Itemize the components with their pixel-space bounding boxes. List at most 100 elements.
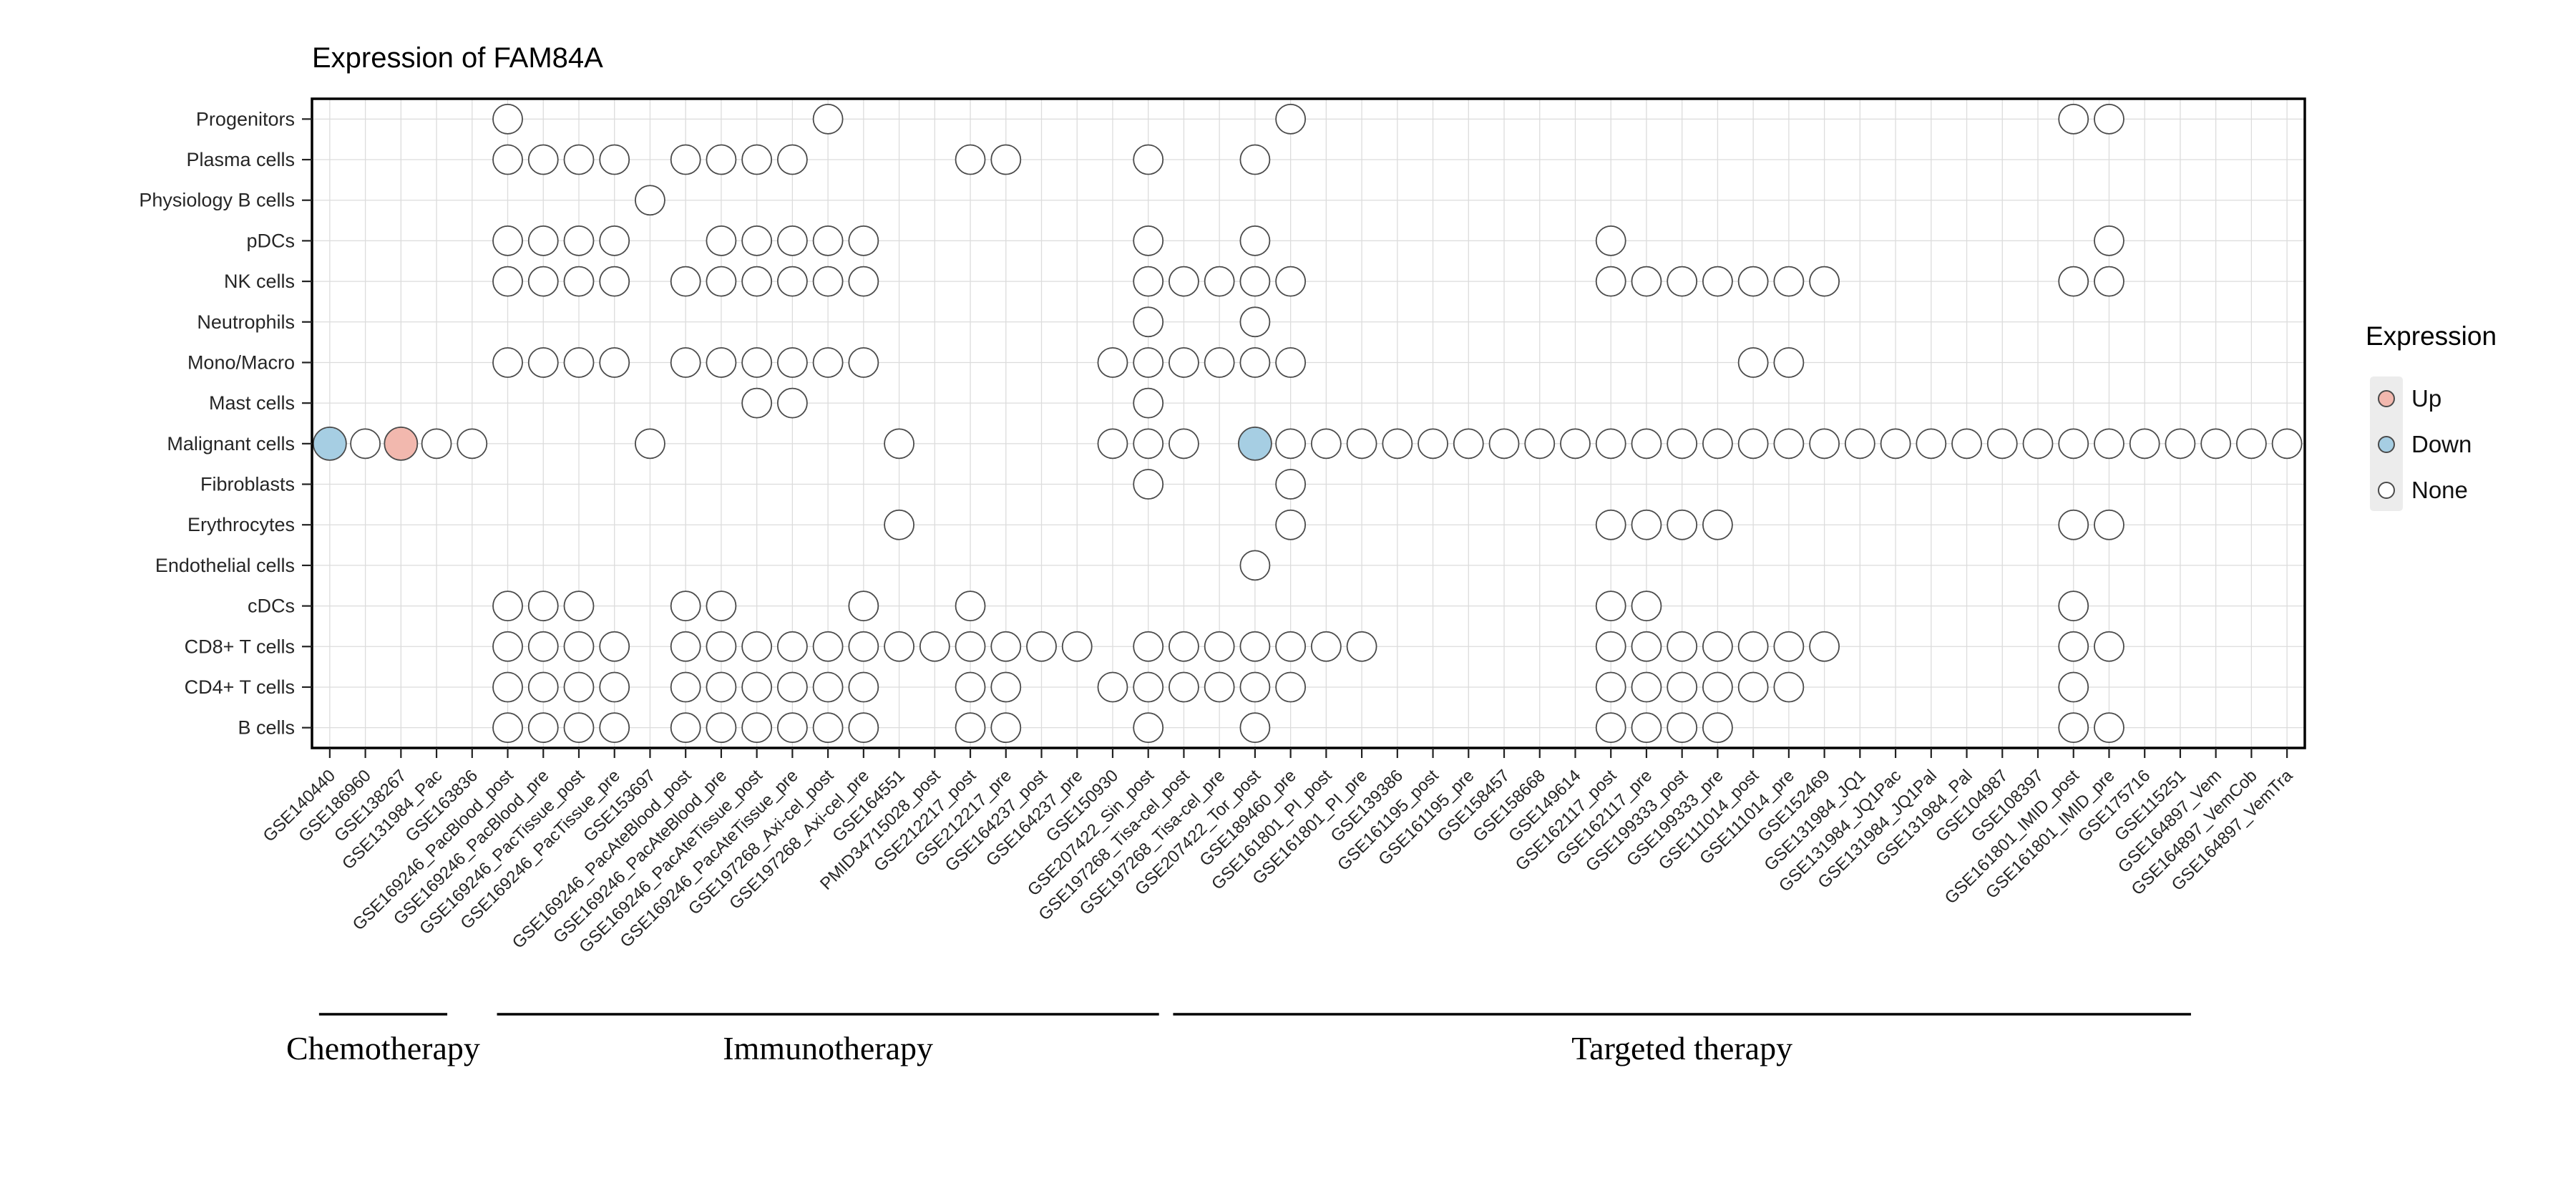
dot-none[interactable] — [1737, 428, 1769, 460]
dot-none[interactable] — [1524, 428, 1556, 460]
dot-none[interactable] — [527, 225, 559, 256]
dot-none[interactable] — [884, 509, 914, 540]
dot-none[interactable] — [1880, 428, 1911, 460]
dot-none[interactable] — [563, 347, 595, 378]
dot-none[interactable] — [527, 144, 559, 175]
dot-none[interactable] — [1809, 266, 1840, 297]
dot-none[interactable] — [990, 712, 1022, 744]
dot-none[interactable] — [1631, 631, 1662, 662]
dot-none[interactable] — [1275, 266, 1307, 297]
dot-none[interactable] — [1275, 631, 1307, 662]
dot-none[interactable] — [492, 671, 523, 703]
dot-none[interactable] — [706, 347, 737, 378]
dot-none[interactable] — [812, 712, 844, 744]
dot-none[interactable] — [1133, 266, 1164, 297]
dot-none[interactable] — [1702, 509, 1733, 540]
dot-none[interactable] — [1631, 671, 1662, 703]
dot-none[interactable] — [599, 144, 630, 175]
dot-none[interactable] — [1097, 428, 1128, 460]
dot-none[interactable] — [1631, 712, 1662, 744]
dot-none[interactable] — [1026, 631, 1057, 662]
dot-none[interactable] — [1133, 144, 1164, 175]
dot-none[interactable] — [741, 347, 773, 378]
dot-none[interactable] — [1133, 712, 1164, 744]
dot-down[interactable] — [312, 426, 347, 461]
dot-none[interactable] — [670, 671, 701, 703]
dot-none[interactable] — [1239, 671, 1271, 703]
dot-none[interactable] — [1809, 428, 1840, 460]
dot-none[interactable] — [563, 225, 595, 256]
dot-none[interactable] — [1737, 266, 1769, 297]
dot-none[interactable] — [1773, 266, 1805, 297]
dot-none[interactable] — [1097, 347, 1128, 378]
dot-none[interactable] — [955, 144, 986, 175]
dot-none[interactable] — [1631, 590, 1662, 621]
dot-none[interactable] — [1310, 631, 1342, 662]
dot-none[interactable] — [1204, 266, 1235, 297]
dot-none[interactable] — [1773, 671, 1805, 703]
dot-none[interactable] — [670, 590, 701, 621]
dot-none[interactable] — [812, 266, 844, 297]
dot-none[interactable] — [990, 631, 1022, 662]
dot-none[interactable] — [1667, 266, 1698, 297]
dot-none[interactable] — [1382, 428, 1413, 460]
dot-none[interactable] — [955, 712, 986, 744]
dot-none[interactable] — [670, 631, 701, 662]
dot-none[interactable] — [1239, 144, 1271, 175]
dot-none[interactable] — [2094, 631, 2124, 662]
dot-none[interactable] — [1631, 428, 1662, 460]
dot-none[interactable] — [1702, 266, 1733, 297]
dot-none[interactable] — [1169, 428, 1199, 460]
dot-none[interactable] — [1631, 509, 1662, 540]
dot-none[interactable] — [776, 144, 808, 175]
dot-none[interactable] — [1239, 347, 1271, 378]
dot-none[interactable] — [563, 671, 595, 703]
dot-none[interactable] — [848, 590, 879, 621]
dot-none[interactable] — [1773, 428, 1805, 460]
dot-none[interactable] — [1133, 428, 1164, 460]
dot-none[interactable] — [1773, 347, 1805, 378]
dot-none[interactable] — [492, 266, 523, 297]
dot-none[interactable] — [2058, 266, 2089, 297]
dot-none[interactable] — [848, 671, 879, 703]
dot-none[interactable] — [1737, 347, 1769, 378]
dot-none[interactable] — [741, 387, 773, 419]
dot-none[interactable] — [1275, 347, 1307, 378]
dot-none[interactable] — [776, 347, 808, 378]
dot-none[interactable] — [706, 225, 737, 256]
dot-none[interactable] — [990, 671, 1022, 703]
dot-none[interactable] — [1595, 266, 1626, 297]
dot-none[interactable] — [1595, 671, 1626, 703]
dot-none[interactable] — [706, 590, 737, 621]
dot-none[interactable] — [1133, 306, 1164, 338]
dot-none[interactable] — [1275, 671, 1307, 703]
dot-none[interactable] — [1595, 712, 1626, 744]
dot-none[interactable] — [1239, 550, 1271, 581]
dot-none[interactable] — [1595, 590, 1626, 621]
dot-none[interactable] — [492, 103, 523, 135]
dot-none[interactable] — [1169, 266, 1199, 297]
dot-none[interactable] — [1133, 671, 1164, 703]
dot-none[interactable] — [706, 144, 737, 175]
dot-none[interactable] — [812, 631, 844, 662]
dot-none[interactable] — [1239, 712, 1271, 744]
dot-none[interactable] — [1061, 631, 1093, 662]
dot-none[interactable] — [527, 671, 559, 703]
dot-none[interactable] — [2058, 590, 2089, 621]
dot-none[interactable] — [706, 712, 737, 744]
dot-none[interactable] — [492, 590, 523, 621]
dot-none[interactable] — [599, 225, 630, 256]
dot-none[interactable] — [527, 712, 559, 744]
dot-none[interactable] — [1133, 469, 1164, 500]
dot-none[interactable] — [492, 347, 523, 378]
dot-none[interactable] — [1239, 225, 1271, 256]
dot-up[interactable] — [384, 426, 419, 461]
dot-none[interactable] — [2129, 428, 2160, 460]
dot-none[interactable] — [1667, 631, 1698, 662]
dot-none[interactable] — [2058, 428, 2089, 460]
dot-none[interactable] — [741, 144, 773, 175]
dot-none[interactable] — [599, 671, 630, 703]
dot-none[interactable] — [706, 266, 737, 297]
dot-none[interactable] — [1418, 428, 1448, 460]
dot-none[interactable] — [1702, 671, 1733, 703]
